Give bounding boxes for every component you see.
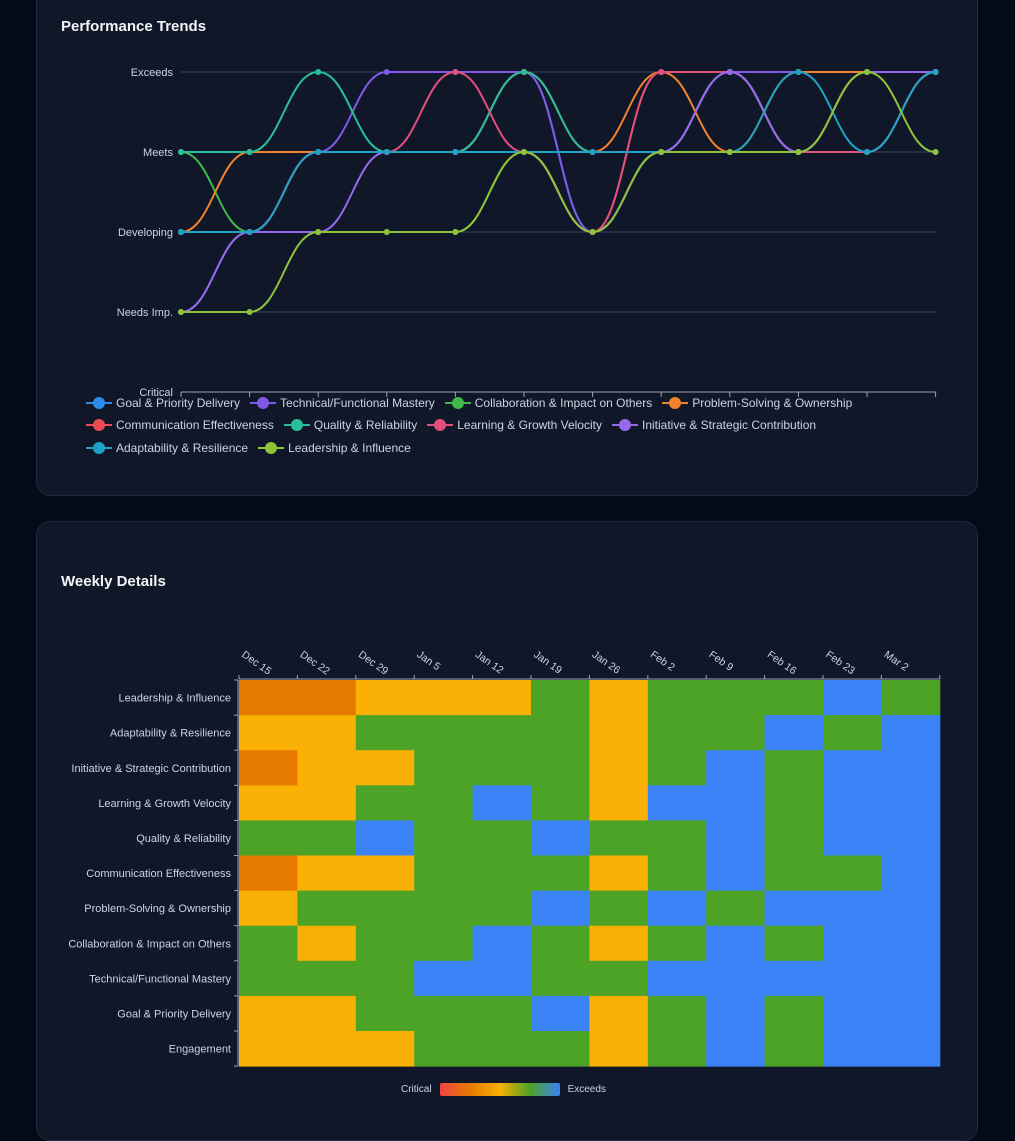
series-line-adaptability-resilience	[180, 70, 936, 233]
legend-label: Communication Effectiveness	[116, 418, 274, 433]
legend-label: Technical/Functional Mastery	[280, 395, 435, 410]
data-point	[178, 309, 184, 315]
data-point	[383, 149, 390, 155]
y-tick-label: Exceeds	[131, 67, 174, 79]
data-point	[589, 229, 596, 235]
data-point	[452, 69, 459, 75]
legend-item-initiative-strategic-contribution[interactable]: Initiative & Strategic Contribution	[611, 416, 817, 436]
data-point	[658, 149, 665, 155]
legend-label: Initiative & Strategic Contribution	[641, 418, 817, 433]
legend-swatch	[427, 419, 454, 432]
legend-label: Learning & Growth Velocity	[457, 418, 602, 433]
legend-swatch	[250, 396, 277, 409]
data-point	[864, 149, 870, 155]
legend-swatch	[258, 441, 285, 454]
chart-legend: Goal & Priority Delivery Technical/Functi…	[86, 393, 906, 458]
y-tick-label: Developing	[118, 227, 173, 239]
series-line-quality-reliability	[180, 70, 936, 154]
legend-label: Problem-Solving & Ownership	[692, 395, 853, 410]
legend-swatch	[86, 396, 112, 409]
data-point	[246, 149, 253, 155]
data-point	[315, 229, 322, 235]
data-point	[795, 69, 802, 75]
data-point	[521, 149, 527, 155]
data-point	[315, 69, 322, 75]
legend-label: Quality & Reliability	[313, 418, 418, 433]
legend-swatch	[86, 419, 112, 432]
color-scale-bar	[439, 1083, 560, 1096]
series-line-leadership-influence	[180, 70, 936, 313]
weekly-details-card: Weekly Details Critical Exceeds	[36, 521, 978, 1141]
legend-item-quality-reliability[interactable]: Quality & Reliability	[283, 416, 418, 436]
data-point	[178, 149, 184, 155]
data-point	[383, 69, 390, 75]
legend-item-technical-functional-mastery[interactable]: Technical/Functional Mastery	[250, 393, 435, 413]
legend-swatch	[611, 419, 638, 432]
y-tick-label: Critical	[139, 387, 173, 399]
data-point	[658, 69, 665, 75]
color-scale-max-label: Exceeds	[567, 1084, 606, 1095]
legend-label: Collaboration & Impact on Others	[474, 395, 653, 410]
weekly-details-title: Weekly Details	[61, 573, 166, 590]
legend-item-communication-effectiveness[interactable]: Communication Effectiveness	[86, 416, 274, 436]
data-point	[795, 149, 802, 155]
data-point	[178, 229, 184, 235]
data-point	[726, 149, 733, 155]
legend-swatch	[86, 441, 112, 454]
data-point	[932, 149, 939, 155]
performance-trends-chart: Critical Needs Imp. Developing Meets Exceeds…	[117, 67, 939, 399]
legend-label: Leadership & Influence	[288, 440, 411, 455]
legend-item-goal-priority-delivery[interactable]: Goal & Priority Delivery	[86, 393, 240, 413]
legend-item-adaptability-resilience[interactable]: Adaptability & Resilience	[86, 438, 248, 458]
data-point	[246, 309, 253, 315]
legend-item-leadership-influence[interactable]: Leadership & Influence	[258, 438, 411, 458]
data-point	[521, 69, 527, 75]
legend-label: Goal & Priority Delivery	[116, 395, 241, 410]
legend-item-problem-solving-ownership[interactable]: Problem-Solving & Ownership	[662, 393, 852, 413]
performance-trends-title: Performance Trends	[61, 18, 207, 35]
y-tick-label: Needs Imp.	[117, 307, 173, 319]
legend-label: Adaptability & Resilience	[116, 440, 249, 455]
data-point	[246, 229, 253, 235]
data-point	[315, 149, 322, 155]
color-scale-min-label: Critical	[401, 1084, 432, 1095]
y-tick-label: Meets	[143, 147, 173, 159]
color-scale: Critical Exceeds	[401, 1083, 606, 1096]
data-point	[726, 69, 733, 75]
legend-swatch	[283, 419, 310, 432]
data-point	[932, 69, 939, 75]
legend-swatch	[444, 396, 471, 409]
data-point	[383, 229, 390, 235]
legend-item-learning-growth-velocity[interactable]: Learning & Growth Velocity	[427, 416, 602, 436]
data-point	[864, 69, 870, 75]
legend-swatch	[662, 396, 689, 409]
data-point	[589, 149, 596, 155]
data-point	[452, 149, 459, 155]
data-point	[452, 229, 459, 235]
legend-item-collaboration-impact-on-others[interactable]: Collaboration & Impact on Others	[444, 393, 653, 413]
